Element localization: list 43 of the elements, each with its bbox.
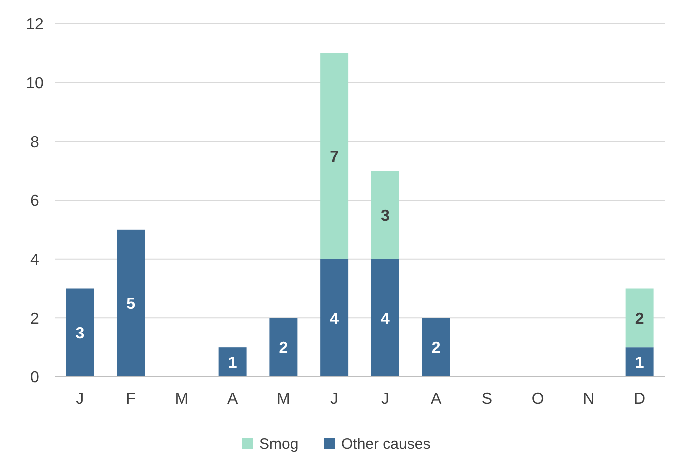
bar bbox=[320, 259, 349, 377]
x-tick-label: S bbox=[482, 391, 493, 408]
bar bbox=[626, 348, 654, 377]
x-tick-label: J bbox=[330, 391, 339, 408]
data-label: 1 bbox=[635, 354, 644, 372]
data-label: 1 bbox=[228, 354, 238, 372]
x-tick-label: A bbox=[430, 391, 442, 408]
bar bbox=[117, 230, 146, 377]
x-tick-label: J bbox=[381, 391, 390, 408]
x-tick-label: D bbox=[634, 391, 646, 408]
bar bbox=[218, 348, 247, 377]
x-tick-label: F bbox=[126, 391, 136, 408]
bar bbox=[422, 318, 450, 377]
data-label: 2 bbox=[635, 310, 644, 328]
y-tick-label: 10 bbox=[26, 75, 44, 92]
legend-label: Other causes bbox=[342, 436, 431, 453]
data-label: 2 bbox=[279, 340, 288, 358]
legend-label: Smog bbox=[260, 436, 299, 453]
bar bbox=[320, 53, 349, 260]
data-label: 3 bbox=[380, 208, 390, 225]
bar bbox=[371, 171, 400, 260]
data-label: 3 bbox=[76, 325, 85, 342]
x-tick-label: O bbox=[532, 391, 544, 408]
bar bbox=[66, 288, 94, 377]
bar bbox=[626, 288, 654, 348]
y-tick-label: 4 bbox=[30, 252, 40, 269]
data-label: 5 bbox=[126, 296, 136, 314]
x-tick-label: M bbox=[175, 391, 189, 408]
data-label: 4 bbox=[380, 310, 390, 328]
y-tick-label: 6 bbox=[30, 193, 40, 210]
x-tick-label: A bbox=[227, 391, 238, 408]
bar bbox=[270, 318, 298, 377]
bar bbox=[371, 259, 400, 377]
y-tick-label: 12 bbox=[26, 16, 44, 34]
y-tick-label: 2 bbox=[30, 310, 40, 328]
x-tick-label: J bbox=[76, 391, 84, 408]
x-tick-label: M bbox=[277, 391, 290, 408]
data-label: 4 bbox=[330, 310, 340, 328]
data-label: 2 bbox=[432, 340, 441, 358]
x-tick-label: N bbox=[583, 391, 595, 408]
y-tick-label: 0 bbox=[30, 370, 40, 387]
data-label: 7 bbox=[330, 148, 340, 166]
y-tick-label: 8 bbox=[30, 134, 40, 152]
